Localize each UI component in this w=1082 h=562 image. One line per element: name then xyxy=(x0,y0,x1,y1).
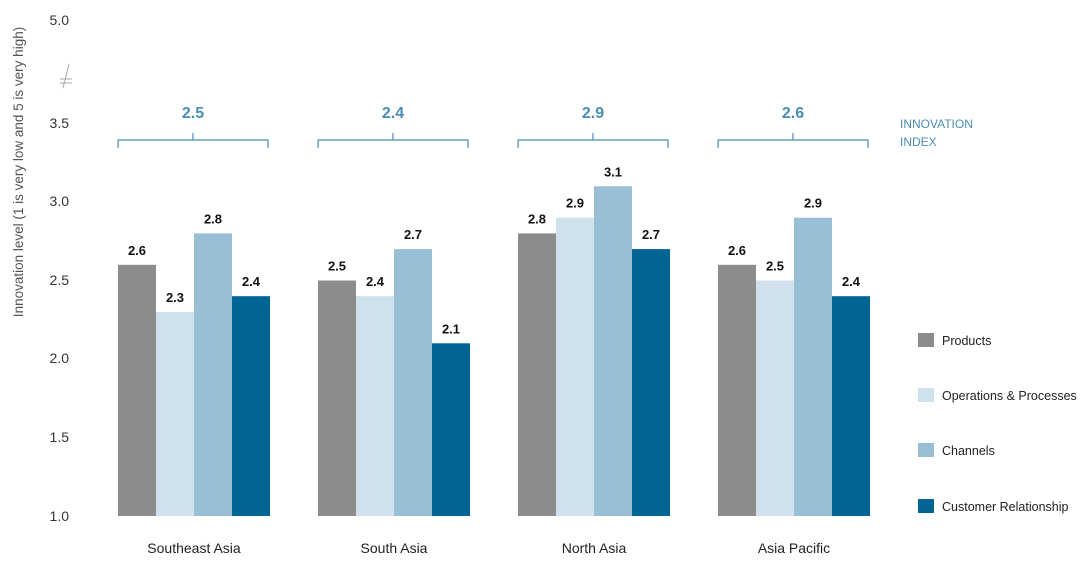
axis-break-slash xyxy=(62,63,70,89)
bar-customer-relationship-north-asia xyxy=(632,249,670,516)
innovation-index-value: 2.9 xyxy=(582,105,604,122)
legend-swatch xyxy=(918,333,934,347)
data-label: 2.4 xyxy=(242,274,261,289)
bar-channels-asia-pacific xyxy=(794,217,832,516)
bar-products-north-asia xyxy=(518,233,556,516)
innovation-index-value: 2.5 xyxy=(182,105,204,122)
data-label: 2.1 xyxy=(442,321,460,336)
legend-label: Customer Relationship xyxy=(942,500,1068,514)
bar-channels-south-asia xyxy=(394,249,432,516)
bar-channels-southeast-asia xyxy=(194,233,232,516)
y-tick-label: 2.0 xyxy=(50,350,70,366)
bar-products-south-asia xyxy=(318,280,356,516)
data-label: 2.6 xyxy=(728,243,746,258)
y-tick-label: 3.5 xyxy=(50,115,70,131)
bar-customer-relationship-asia-pacific xyxy=(832,296,870,516)
y-axis-title: Innovation level (1 is very low and 5 is… xyxy=(11,27,26,317)
bar-customer-relationship-southeast-asia xyxy=(232,296,270,516)
innovation-index-bracket xyxy=(717,133,869,148)
x-category-label: South Asia xyxy=(361,540,428,556)
data-label: 2.9 xyxy=(804,196,822,211)
innovation-index-caption: INNOVATION xyxy=(900,117,973,131)
legend-swatch xyxy=(918,388,934,402)
y-tick-label: 2.5 xyxy=(50,272,70,288)
innovation-index-bracket xyxy=(317,133,469,148)
innovation-index-bracket xyxy=(117,133,269,148)
bar-products-asia-pacific xyxy=(718,264,756,516)
data-label: 2.8 xyxy=(528,211,546,226)
bar-products-southeast-asia xyxy=(118,264,156,516)
data-label: 2.5 xyxy=(328,259,346,274)
data-label: 2.3 xyxy=(166,290,184,305)
x-category-label: North Asia xyxy=(562,540,627,556)
legend-label: Operations & Processes xyxy=(942,389,1077,403)
data-label: 2.4 xyxy=(366,274,385,289)
bar-operations-processes-asia-pacific xyxy=(756,280,794,516)
data-label: 2.7 xyxy=(404,227,422,242)
y-tick-label: 1.5 xyxy=(50,429,70,445)
legend-swatch xyxy=(918,499,934,513)
y-tick-label: 1.0 xyxy=(50,508,70,524)
bar-customer-relationship-south-asia xyxy=(432,343,470,516)
y-tick-label: 3.0 xyxy=(50,193,70,209)
data-label: 3.1 xyxy=(604,164,622,179)
data-label: 2.8 xyxy=(204,211,222,226)
y-tick-label: 5.0 xyxy=(50,12,70,28)
data-label: 2.9 xyxy=(566,196,584,211)
innovation-index-value: 2.6 xyxy=(782,105,804,122)
innovation-index-value: 2.4 xyxy=(382,105,404,122)
data-label: 2.6 xyxy=(128,243,146,258)
legend-label: Channels xyxy=(942,444,995,458)
legend-swatch xyxy=(918,443,934,457)
legend-label: Products xyxy=(942,334,991,348)
x-category-label: Asia Pacific xyxy=(758,540,830,556)
data-label: 2.7 xyxy=(642,227,660,242)
bar-channels-north-asia xyxy=(594,186,632,517)
innovation-index-caption: INDEX xyxy=(900,135,937,149)
bar-operations-processes-north-asia xyxy=(556,217,594,516)
data-label: 2.5 xyxy=(766,259,784,274)
bar-operations-processes-southeast-asia xyxy=(156,311,194,516)
bar-operations-processes-south-asia xyxy=(356,296,394,516)
x-category-label: Southeast Asia xyxy=(147,540,241,556)
data-label: 2.4 xyxy=(842,274,861,289)
innovation-index-bracket xyxy=(517,133,669,148)
